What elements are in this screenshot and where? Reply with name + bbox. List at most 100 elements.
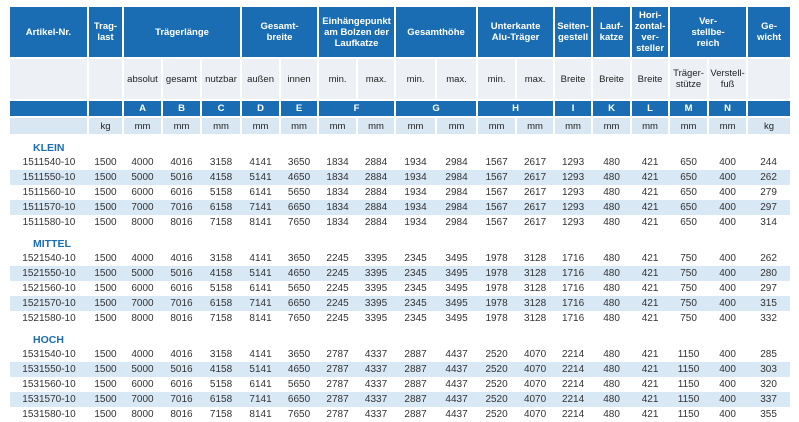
value-cell: 2520 [477, 347, 517, 362]
column-letter: L [631, 100, 671, 118]
column-letter [88, 100, 124, 118]
value-cell: 1716 [554, 296, 593, 311]
value-cell: 2214 [554, 407, 593, 422]
value-cell: 1500 [88, 311, 123, 326]
value-cell: 1500 [88, 251, 123, 266]
value-cell: 2617 [516, 155, 555, 170]
value-cell: 4070 [516, 392, 555, 407]
value-cell: 2887 [395, 347, 437, 362]
value-cell: 1500 [88, 185, 123, 200]
value-cell: 1150 [669, 362, 709, 377]
value-cell: 480 [592, 281, 632, 296]
value-cell: 3128 [516, 281, 555, 296]
value-cell: 2984 [436, 155, 478, 170]
value-cell: 421 [631, 155, 670, 170]
value-cell: 5016 [162, 362, 201, 377]
value-cell: 421 [631, 296, 670, 311]
value-cell: 4337 [357, 347, 396, 362]
value-cell: 1716 [554, 251, 593, 266]
value-cell: 7016 [162, 392, 201, 407]
value-cell: 480 [592, 407, 632, 422]
column-letter: D [241, 100, 282, 118]
value-cell: 244 [747, 155, 791, 170]
value-cell: 7650 [280, 311, 319, 326]
value-cell: 2520 [477, 377, 517, 392]
value-cell: 4141 [241, 155, 281, 170]
table-row: 1531570-10 1500 7000 7016 6158 7141 6650 2787 43… [10, 392, 791, 407]
value-cell: 480 [592, 251, 632, 266]
value-cell: 8016 [162, 407, 201, 422]
column-subheader: innen [280, 58, 320, 101]
value-cell: 2520 [477, 407, 517, 422]
column-unit: mm [123, 117, 163, 134]
value-cell: 332 [747, 311, 791, 326]
group-label: MITTEL [10, 236, 791, 251]
table-row: 1521550-10 1500 5000 5016 4158 5141 4650 2245 33… [10, 266, 791, 281]
value-cell: 1934 [395, 185, 437, 200]
value-cell: 7000 [123, 200, 162, 215]
column-group-header: Einhängepunkt am Bolzen der Laufkatze [318, 7, 397, 59]
article-number-cell: 1531570-10 [10, 392, 88, 407]
value-cell: 4437 [436, 392, 478, 407]
column-letter [747, 100, 791, 118]
value-cell: 1567 [477, 170, 517, 185]
column-unit: kg [747, 117, 791, 134]
value-cell: 750 [669, 281, 709, 296]
value-cell: 4158 [201, 266, 242, 281]
value-cell: 8141 [241, 311, 281, 326]
spacer-cell [10, 134, 791, 140]
value-cell: 2884 [357, 155, 396, 170]
subheader-row: absolut gesamt nutzbar außen innen min. max. mi… [10, 58, 791, 101]
article-number-cell: 1531550-10 [10, 362, 88, 377]
value-cell: 480 [592, 155, 632, 170]
column-letter [10, 100, 89, 118]
column-subheader: außen [241, 58, 282, 101]
value-cell: 4016 [162, 347, 201, 362]
value-cell: 4437 [436, 362, 478, 377]
value-cell: 1293 [554, 215, 593, 230]
column-unit: mm [669, 117, 710, 134]
value-cell: 6141 [241, 185, 281, 200]
value-cell: 5141 [241, 266, 281, 281]
value-cell: 1934 [395, 170, 437, 185]
value-cell: 480 [592, 185, 632, 200]
value-cell: 1500 [88, 407, 123, 422]
value-cell: 2617 [516, 170, 555, 185]
article-number-cell: 1521570-10 [10, 296, 88, 311]
value-cell: 4016 [162, 251, 201, 266]
value-cell: 2984 [436, 200, 478, 215]
value-cell: 2245 [318, 251, 358, 266]
article-number-cell: 1531540-10 [10, 347, 88, 362]
value-cell: 8141 [241, 407, 281, 422]
column-group-header: Hori- zontal- ver- steller [631, 7, 671, 59]
value-cell: 320 [747, 377, 791, 392]
value-cell: 6158 [201, 296, 242, 311]
column-unit: kg [88, 117, 124, 134]
column-group-header: Lauf- katze [592, 7, 633, 59]
value-cell: 2245 [318, 296, 358, 311]
article-number-cell: 1521560-10 [10, 281, 88, 296]
value-cell: 4437 [436, 347, 478, 362]
value-cell: 262 [747, 170, 791, 185]
value-cell: 2787 [318, 407, 358, 422]
value-cell: 400 [708, 155, 748, 170]
column-subheader: min. [318, 58, 359, 101]
column-unit: mm [592, 117, 633, 134]
column-group-header: Artikel-Nr. [10, 7, 89, 59]
column-unit: mm [395, 117, 438, 134]
value-cell: 2887 [395, 362, 437, 377]
value-cell: 2884 [357, 170, 396, 185]
column-subheader: min. [395, 58, 438, 101]
value-cell: 8141 [241, 215, 281, 230]
value-cell: 4070 [516, 347, 555, 362]
value-cell: 3495 [436, 296, 478, 311]
table-body: KLEIN 1511540-10 1500 4000 4016 3158 4141 3650 1… [10, 134, 791, 422]
value-cell: 7016 [162, 296, 201, 311]
value-cell: 8000 [123, 215, 162, 230]
value-cell: 480 [592, 392, 632, 407]
value-cell: 650 [669, 155, 709, 170]
value-cell: 6158 [201, 200, 242, 215]
spacer-row [10, 230, 791, 236]
value-cell: 480 [592, 215, 632, 230]
value-cell: 3128 [516, 296, 555, 311]
